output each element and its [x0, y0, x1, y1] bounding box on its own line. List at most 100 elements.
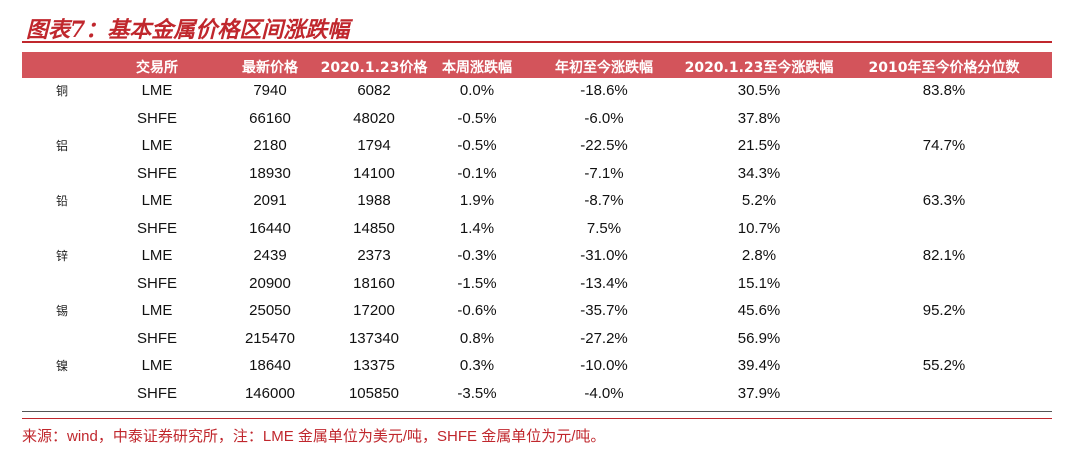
weekly-change-cell: -0.3%	[457, 247, 497, 264]
metal-name: 铅	[55, 194, 69, 208]
table-body: 铜 LME 7940 6082 0.0% -18.6% 30.5% 83.8% SHFE 6616…	[22, 78, 1052, 408]
ytd-change-cell: -7.1%	[584, 164, 624, 182]
price-20200123-cell: 13375	[353, 357, 395, 374]
ytd-change-cell: -35.7%	[580, 302, 628, 319]
weekly-change-cell: -0.5%	[457, 109, 497, 127]
table-bottom-rule	[22, 411, 1052, 412]
table-row: 锌 LME 2439 2373 -0.3% -31.0% 2.8% 82.1%	[22, 243, 1052, 271]
since-20200123-change-cell: 37.8%	[737, 109, 781, 127]
source-note: 来源：wind，中泰证券研究所，注：LME 金属单位为美元/吨，SHFE 金属单…	[22, 418, 1052, 446]
since-20200123-change-cell: 2.8%	[741, 247, 777, 264]
latest-price-cell: 25050	[249, 302, 291, 319]
exchange-cell: LME	[141, 357, 173, 374]
weekly-change-cell: -0.6%	[457, 302, 497, 319]
header-latest-price: 最新价格	[242, 60, 298, 76]
since-20200123-change-cell: 21.5%	[737, 137, 781, 154]
ytd-change-cell: -31.0%	[580, 247, 628, 264]
header-weekly-change: 本周涨跌幅	[442, 60, 512, 76]
table-row: 锡 LME 25050 17200 -0.6% -35.7% 45.6% 95.2%	[22, 298, 1052, 326]
title-underline	[22, 41, 1052, 43]
since-20200123-change-cell: 15.1%	[737, 274, 781, 292]
since-20200123-change-cell: 37.9%	[737, 384, 781, 402]
latest-price-cell: 146000	[244, 384, 296, 402]
exchange-cell: LME	[141, 137, 173, 154]
since-20200123-change-cell: 39.4%	[737, 357, 781, 374]
table-row: SHFE 16440 14850 1.4% 7.5% 10.7%	[22, 216, 1052, 244]
table-row: SHFE 66160 48020 -0.5% -6.0% 37.8%	[22, 106, 1052, 134]
exchange-cell: LME	[141, 82, 173, 99]
latest-price-cell: 18930	[249, 164, 291, 182]
latest-price-cell: 7940	[253, 82, 287, 99]
weekly-change-cell: 1.9%	[459, 192, 495, 209]
ytd-change-cell: -27.2%	[580, 329, 628, 347]
exchange-cell: SHFE	[136, 274, 178, 292]
exchange-cell: SHFE	[136, 109, 178, 127]
table-row: SHFE 20900 18160 -1.5% -13.4% 15.1%	[22, 271, 1052, 299]
exchange-cell: LME	[141, 247, 173, 264]
ytd-change-cell: -8.7%	[584, 192, 624, 209]
price-20200123-cell: 137340	[348, 329, 400, 347]
latest-price-cell: 2439	[253, 247, 287, 264]
exchange-cell: LME	[141, 192, 173, 209]
ytd-change-cell: -22.5%	[580, 137, 628, 154]
since-20200123-change-cell: 45.6%	[737, 302, 781, 319]
table-row: 铅 LME 2091 1988 1.9% -8.7% 5.2% 63.3%	[22, 188, 1052, 216]
price-20200123-cell: 18160	[353, 274, 395, 292]
table-row: SHFE 146000 105850 -3.5% -4.0% 37.9%	[22, 381, 1052, 409]
header-ytd-change: 年初至今涨跌幅	[555, 60, 653, 76]
since-20200123-change-cell: 10.7%	[737, 219, 781, 237]
weekly-change-cell: 0.8%	[459, 329, 495, 347]
exchange-cell: SHFE	[136, 219, 178, 237]
percentile-cell: 82.1%	[922, 247, 966, 264]
latest-price-cell: 18640	[249, 357, 291, 374]
table-row: 镍 LME 18640 13375 0.3% -10.0% 39.4% 55.2%	[22, 353, 1052, 381]
ytd-change-cell: 7.5%	[586, 219, 622, 237]
since-20200123-change-cell: 34.3%	[737, 164, 781, 182]
figure-title-bar: 图表7：基本金属价格区间涨跌幅	[22, 10, 1052, 43]
metal-name: 锡	[55, 304, 69, 318]
table-header: 交易所 最新价格 2020.1.23价格 本周涨跌幅 年初至今涨跌幅 2020.…	[22, 52, 1052, 78]
price-20200123-cell: 6082	[357, 82, 391, 99]
header-price-20200123: 2020.1.23价格	[320, 60, 428, 76]
metal-name: 铜	[55, 84, 69, 98]
ytd-change-cell: -4.0%	[584, 384, 624, 402]
exchange-cell: LME	[141, 302, 173, 319]
price-20200123-cell: 2373	[357, 247, 391, 264]
metal-name: 锌	[55, 249, 69, 263]
ytd-change-cell: -18.6%	[580, 82, 628, 99]
metal-name: 铝	[55, 139, 69, 153]
since-20200123-change-cell: 30.5%	[737, 82, 781, 99]
weekly-change-cell: 0.3%	[459, 357, 495, 374]
price-20200123-cell: 14850	[353, 219, 395, 237]
percentile-cell: 95.2%	[922, 302, 966, 319]
percentile-cell: 74.7%	[922, 137, 966, 154]
price-20200123-cell: 17200	[353, 302, 395, 319]
price-20200123-cell: 1794	[357, 137, 391, 154]
weekly-change-cell: -0.1%	[457, 164, 497, 182]
ytd-change-cell: -13.4%	[580, 274, 628, 292]
metal-name: 镍	[55, 359, 69, 373]
exchange-cell: SHFE	[136, 384, 178, 402]
figure-title: 图表7：基本金属价格区间涨跌幅	[26, 17, 350, 43]
latest-price-cell: 16440	[249, 219, 291, 237]
ytd-change-cell: -6.0%	[584, 109, 624, 127]
weekly-change-cell: 1.4%	[459, 219, 495, 237]
table-row: 铝 LME 2180 1794 -0.5% -22.5% 21.5% 74.7%	[22, 133, 1052, 161]
price-20200123-cell: 48020	[353, 109, 395, 127]
weekly-change-cell: 0.0%	[459, 82, 495, 99]
metal-price-table: 交易所 最新价格 2020.1.23价格 本周涨跌幅 年初至今涨跌幅 2020.…	[22, 52, 1052, 408]
header-since-20200123-change: 2020.1.23至今涨跌幅	[684, 60, 834, 76]
header-exchange: 交易所	[136, 60, 178, 76]
price-20200123-cell: 14100	[353, 164, 395, 182]
header-2010-percentile: 2010年至今价格分位数	[868, 60, 1020, 76]
ytd-change-cell: -10.0%	[580, 357, 628, 374]
table-row: SHFE 215470 137340 0.8% -27.2% 56.9%	[22, 326, 1052, 354]
exchange-cell: SHFE	[136, 164, 178, 182]
weekly-change-cell: -3.5%	[457, 384, 497, 402]
weekly-change-cell: -0.5%	[457, 137, 497, 154]
table-row: SHFE 18930 14100 -0.1% -7.1% 34.3%	[22, 161, 1052, 189]
latest-price-cell: 2180	[253, 137, 287, 154]
since-20200123-change-cell: 5.2%	[741, 192, 777, 209]
table-row: 铜 LME 7940 6082 0.0% -18.6% 30.5% 83.8%	[22, 78, 1052, 106]
since-20200123-change-cell: 56.9%	[737, 329, 781, 347]
